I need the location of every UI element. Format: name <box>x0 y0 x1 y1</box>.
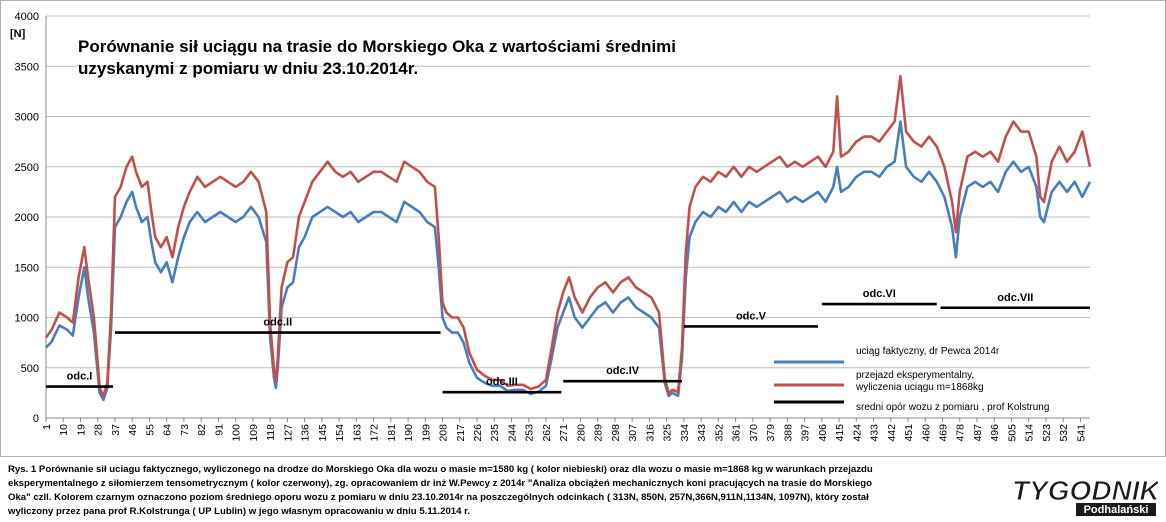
x-tick-label: 199 <box>420 424 432 442</box>
chart-title-line-1: Porównanie sił uciągu na trasie do Morsk… <box>78 37 677 56</box>
x-tick-label: 145 <box>317 424 329 442</box>
segment-label-3: odc.III <box>486 376 518 388</box>
x-tick-label: 496 <box>989 424 1001 442</box>
legend-label-3: sredni opór wozu z pomiaru , prof Kolstr… <box>856 402 1049 413</box>
chart-title-line-2: uzyskanymi z pomiaru w dniu 23.10.2014r. <box>78 59 419 78</box>
x-tick-label: 19 <box>75 424 87 436</box>
y-tick-label: 0 <box>33 413 39 425</box>
x-tick-label: 316 <box>644 424 656 442</box>
y-tick-label: 500 <box>21 363 39 375</box>
x-tick-label: 262 <box>541 424 553 442</box>
x-tick-label: 289 <box>593 424 605 442</box>
x-tick-label: 10 <box>58 424 70 436</box>
x-tick-label: 361 <box>731 424 743 442</box>
segment-label-6: odc.VI <box>863 288 896 300</box>
x-tick-label: 217 <box>455 424 467 442</box>
x-tick-label: 352 <box>713 424 725 442</box>
y-tick-label: 1500 <box>15 262 39 274</box>
x-tick-label: 73 <box>179 424 191 436</box>
logo-word-1: TYGODNIK <box>1012 475 1158 506</box>
x-tick-label: 271 <box>558 424 570 442</box>
segment-label-4: odc.IV <box>606 365 640 377</box>
x-tick-label: 307 <box>627 424 639 442</box>
x-tick-label: 343 <box>696 424 708 442</box>
segment-label-1: odc.I <box>67 371 93 383</box>
x-tick-label: 91 <box>213 424 225 436</box>
x-tick-label: 478 <box>955 424 967 442</box>
x-tick-label: 541 <box>1075 424 1087 442</box>
x-tick-label: 127 <box>282 424 294 442</box>
caption-line-3: Oka" czll. Kolorem czarnym oznaczono poz… <box>8 492 869 503</box>
x-tick-label: 208 <box>438 424 450 442</box>
x-tick-label: 505 <box>1006 424 1018 442</box>
caption-line-4: wyliczony przez pana prof R.Kolstrunga (… <box>8 506 471 517</box>
x-tick-label: 28 <box>93 424 105 436</box>
x-tick-label: 235 <box>489 424 501 442</box>
x-tick-label: 226 <box>472 424 484 442</box>
x-tick-label: 514 <box>1024 424 1036 442</box>
chart-title: Porównanie sił uciągu na trasie do Morsk… <box>78 36 838 80</box>
x-tick-label: 298 <box>610 424 622 442</box>
caption-line-1: Rys. 1 Porównanie sił uciagu faktycznego… <box>8 464 873 475</box>
segment-label-7: odc.VII <box>997 292 1033 304</box>
x-tick-label: 163 <box>351 424 363 442</box>
x-tick-label: 433 <box>869 424 881 442</box>
x-tick-label: 460 <box>920 424 932 442</box>
y-tick-label: 3500 <box>15 61 39 73</box>
series-line-2 <box>44 75 1092 398</box>
y-tick-label: 2000 <box>15 212 39 224</box>
x-tick-label: 118 <box>265 424 277 441</box>
x-tick-label: 1 <box>41 424 53 430</box>
x-tick-label: 136 <box>300 424 312 442</box>
tygodnik-podhalanski-logo: TYGODNIK Podhalański <box>1006 472 1158 518</box>
x-tick-label: 397 <box>800 424 812 442</box>
chart-svg: 0 500 1000 1500 2000 2500 3000 3500 4000 1 10 19 28 3… <box>15 11 1092 442</box>
legend-label-1: uciąg faktyczny, dr Pewca 2014r <box>856 346 1000 357</box>
x-tick-label: 469 <box>937 424 949 442</box>
x-tick-label: 46 <box>127 424 139 436</box>
x-tick-label: 253 <box>524 424 536 442</box>
y-tick-label: 2500 <box>15 162 39 174</box>
x-tick-label: 370 <box>748 424 760 442</box>
logo-word-2: Podhalański <box>1084 504 1149 516</box>
x-tick-label: 424 <box>851 424 863 442</box>
caption-line-2: eksperymentalnego z siłomierzem tensomet… <box>8 478 872 489</box>
x-tick-label: 190 <box>403 424 415 442</box>
series-line-1 <box>45 120 1092 402</box>
x-tick-label: 451 <box>903 424 915 442</box>
x-tick-label: 325 <box>662 424 674 442</box>
x-tick-label: 487 <box>972 424 984 442</box>
x-tick-label: 523 <box>1041 424 1053 442</box>
x-tick-label: 181 <box>386 424 398 442</box>
x-tick-label: 388 <box>782 424 794 442</box>
segment-label-2: odc.II <box>263 317 292 329</box>
x-tick-label: 532 <box>1058 424 1070 442</box>
x-tick-label: 109 <box>248 424 260 442</box>
x-tick-label: 172 <box>369 424 381 442</box>
y-tick-label: 1000 <box>15 313 39 325</box>
x-tick-label: 37 <box>110 424 122 436</box>
x-tick-label: 406 <box>817 424 829 442</box>
x-tick-label: 379 <box>765 424 777 442</box>
x-tick-label: 334 <box>679 424 691 442</box>
segment-label-5: odc.V <box>736 310 767 322</box>
x-tick-label: 280 <box>575 424 587 442</box>
legend-label-2: wyliczenia uciągu m=1868kg <box>855 382 984 393</box>
x-tick-label: 64 <box>162 424 174 436</box>
x-tick-label: 100 <box>231 424 243 442</box>
x-tick-label: 442 <box>886 424 898 442</box>
figure-caption: Rys. 1 Porównanie sił uciagu faktycznego… <box>8 463 908 519</box>
x-tick-label: 154 <box>334 424 346 442</box>
y-tick-label: 4000 <box>15 11 39 23</box>
legend-label-2: przejazd eksperymentalny, <box>856 370 974 381</box>
y-axis-unit: [N] <box>10 28 26 40</box>
x-tick-label: 55 <box>144 424 156 436</box>
x-tick-label: 415 <box>834 424 846 442</box>
x-tick-label: 82 <box>196 424 208 436</box>
x-tick-label: 244 <box>506 424 518 442</box>
y-tick-label: 3000 <box>15 112 39 124</box>
